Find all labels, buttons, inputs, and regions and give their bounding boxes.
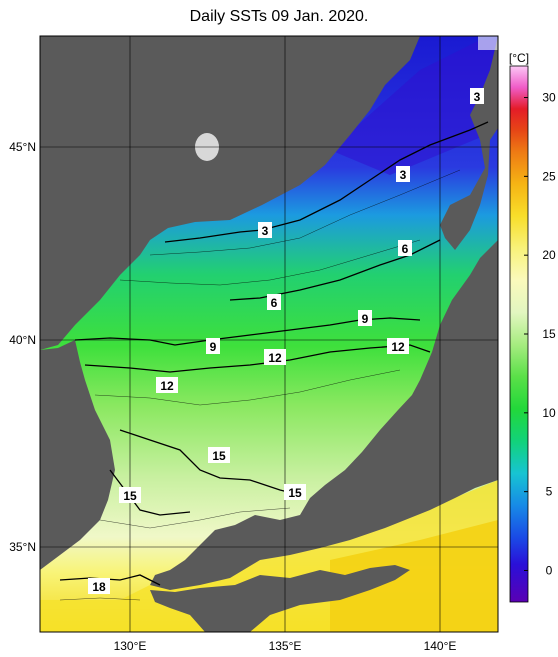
contour-minor xyxy=(59,169,461,601)
colorbar: [°C] 0 5 10 15 20 25 30 xyxy=(509,51,556,603)
contour-label: 12 xyxy=(264,349,286,365)
svg-text:15: 15 xyxy=(123,489,137,503)
colorbar-tick-label: 25 xyxy=(542,169,556,183)
contour-label: 18 xyxy=(88,578,110,594)
map-frame xyxy=(39,35,499,633)
colorbar-tick-label: 30 xyxy=(542,91,556,105)
svg-text:12: 12 xyxy=(268,351,282,365)
colorbar-tick-label: 0 xyxy=(546,563,553,577)
latitude-tick-label: 45°N xyxy=(9,140,36,154)
contour-label: 3 xyxy=(470,88,484,104)
colorbar-tick-label: 5 xyxy=(546,485,553,499)
land-asian-mainland xyxy=(40,36,420,350)
land-korean-peninsula xyxy=(40,340,115,570)
latitude-tick-label: 35°N xyxy=(9,540,36,554)
contour-label: 15 xyxy=(208,447,230,463)
svg-text:3: 3 xyxy=(474,90,481,104)
svg-text:9: 9 xyxy=(362,312,369,326)
svg-text:6: 6 xyxy=(271,296,278,310)
contour-label: 9 xyxy=(206,338,220,354)
colorbar-unit-label: [°C] xyxy=(509,51,529,65)
contour-label: 9 xyxy=(358,310,372,326)
contour-label: 15 xyxy=(284,484,306,500)
map-title: Daily SSTs 09 Jan. 2020. xyxy=(189,8,369,25)
svg-text:12: 12 xyxy=(391,340,405,354)
contour-label: 6 xyxy=(267,294,281,310)
svg-text:15: 15 xyxy=(288,486,302,500)
svg-text:3: 3 xyxy=(262,224,269,238)
svg-text:3: 3 xyxy=(400,168,407,182)
longitude-axis: 130°E 135°E 140°E xyxy=(114,639,457,653)
longitude-tick-label: 140°E xyxy=(424,639,457,653)
colorbar-tick-label: 20 xyxy=(542,248,556,262)
svg-text:12: 12 xyxy=(160,379,174,393)
contour-label-group: 3 3 3 6 6 9 9 12 12 12 15 15 15 18 xyxy=(88,88,484,594)
longitude-tick-label: 135°E xyxy=(269,639,302,653)
map-plot-area xyxy=(40,36,498,632)
grid-lines xyxy=(40,36,498,632)
latitude-axis: 35°N 40°N 45°N xyxy=(9,140,36,554)
latitude-tick-label: 40°N xyxy=(9,333,36,347)
svg-text:6: 6 xyxy=(402,242,409,256)
contour-label: 12 xyxy=(156,377,178,393)
land-honshu xyxy=(150,240,498,590)
land-southwest-japan xyxy=(150,565,410,632)
svg-text:15: 15 xyxy=(212,449,226,463)
contour-label: 3 xyxy=(258,222,272,238)
contour-label: 6 xyxy=(398,240,412,256)
svg-text:9: 9 xyxy=(210,340,217,354)
colorbar-tick-label: 15 xyxy=(542,327,556,341)
longitude-tick-label: 130°E xyxy=(114,639,147,653)
svg-text:18: 18 xyxy=(92,580,106,594)
contour-label: 12 xyxy=(387,338,409,354)
contour-label: 3 xyxy=(396,166,410,182)
colorbar-tick-label: 10 xyxy=(542,406,556,420)
contour-label: 15 xyxy=(119,487,141,503)
